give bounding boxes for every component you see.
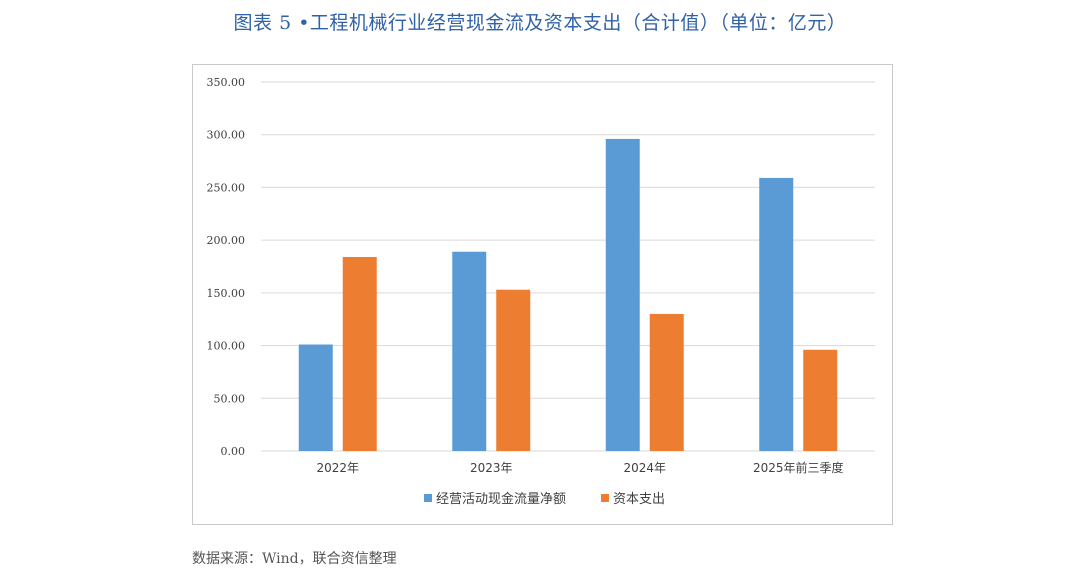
data-source-note: 数据来源：Wind，联合资信整理 (192, 551, 397, 567)
legend-swatch (601, 494, 609, 502)
bar-operating-cash-flow-1 (452, 251, 487, 451)
bar-chart: 0.00 50.00 100.00 150.00 200.00 250.00 300.00 3… (207, 76, 875, 507)
bar-capex-1 (496, 289, 531, 451)
x-tick-label: 2024年 (623, 461, 666, 475)
bar-operating-cash-flow-3 (759, 177, 794, 451)
figure-title: 图表 5 •工程机械行业经营现金流及资本支出（合计值）（单位：亿元） (233, 12, 847, 34)
y-tick-label: 300.00 (207, 129, 246, 142)
x-tick-label: 2022年 (316, 461, 359, 475)
bar-operating-cash-flow-2 (605, 138, 640, 451)
y-tick-label: 0.00 (221, 445, 246, 458)
x-tick-label: 2025年前三季度 (753, 460, 844, 475)
legend-swatch (424, 494, 432, 502)
bar-capex-2 (649, 313, 684, 451)
y-tick-label: 50.00 (214, 392, 246, 405)
y-tick-label: 350.00 (207, 76, 246, 89)
x-tick-label: 2023年 (470, 461, 513, 475)
bar-capex-3 (803, 349, 838, 451)
bar-operating-cash-flow-0 (298, 344, 333, 451)
y-tick-label: 150.00 (207, 287, 246, 300)
legend-label: 资本支出 (613, 492, 665, 507)
y-axis-ticks: 0.00 50.00 100.00 150.00 200.00 250.00 300.00 3… (207, 76, 246, 458)
bars (298, 138, 838, 451)
bar-capex-0 (342, 257, 377, 451)
x-axis-ticks: 2022年 2023年 2024年 2025年前三季度 (316, 460, 843, 475)
y-tick-label: 250.00 (207, 181, 246, 194)
y-tick-label: 200.00 (207, 234, 246, 247)
legend: 经营活动现金流量净额 资本支出 (424, 491, 665, 507)
chart-container: 0.00 50.00 100.00 150.00 200.00 250.00 300.00 3… (192, 64, 893, 525)
y-tick-label: 100.00 (207, 340, 246, 353)
legend-label: 经营活动现金流量净额 (436, 491, 566, 507)
